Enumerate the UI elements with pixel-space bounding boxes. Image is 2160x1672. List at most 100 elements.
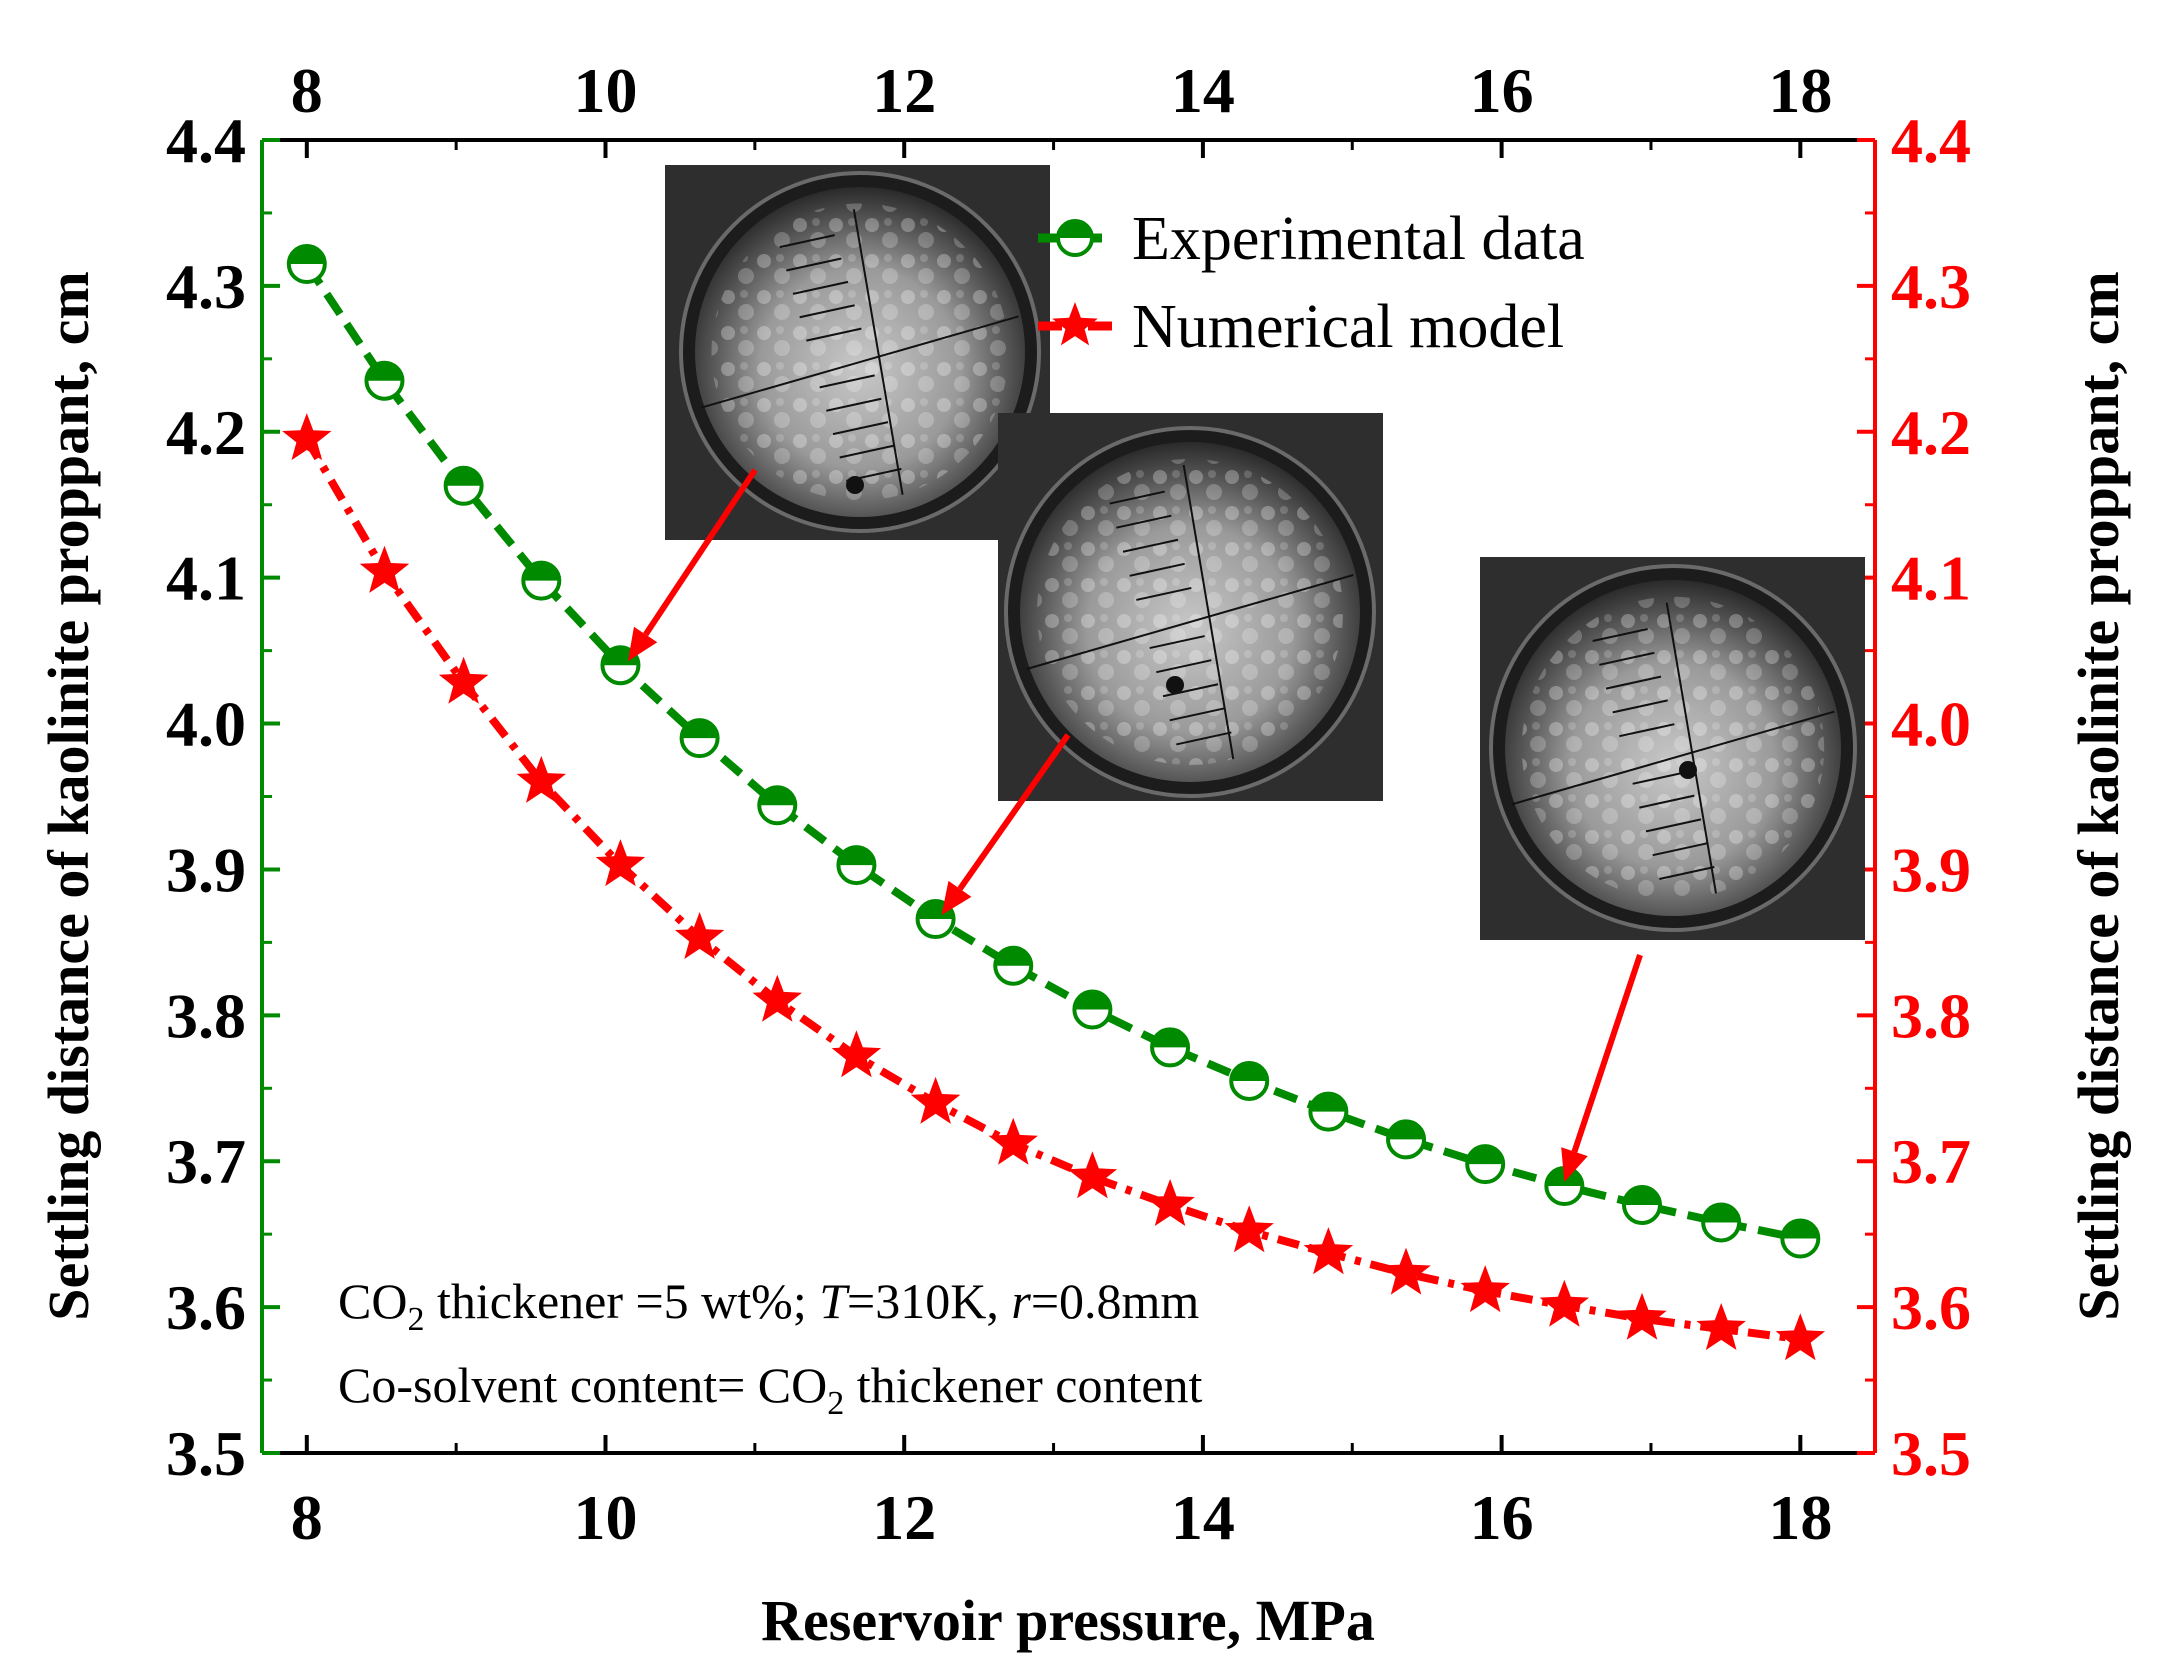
series-numerical (282, 413, 1826, 1361)
y-tick-label-right: 4.1 (1891, 543, 1971, 614)
y-tick-label-left: 3.6 (166, 1272, 246, 1343)
x-tick-label-bottom: 16 (1470, 1482, 1534, 1553)
reticle-scale-tick (1632, 770, 1688, 785)
y-tick-label-right: 3.5 (1891, 1418, 1971, 1489)
reticle-scale-tick (819, 374, 875, 389)
experimental-point (1465, 1144, 1506, 1185)
reticle-scale-tick (1659, 866, 1715, 880)
experimental-point (286, 244, 327, 285)
x-axis-title: Reservoir pressure, MPa (761, 1588, 1375, 1653)
inset-arrow-head (627, 626, 658, 662)
marker-fill-top-half (523, 562, 560, 581)
reticle-scale-tick (826, 397, 882, 412)
particle-dot (1679, 761, 1697, 779)
x-tick-label-bottom: 8 (291, 1482, 323, 1553)
numerical-point (910, 1076, 961, 1124)
inset-arrow-shaft (643, 468, 758, 637)
reticle-horizontal (1511, 710, 1835, 806)
reticle-scale-tick (779, 234, 835, 249)
condition-annotation: CO2 thickener =5 wt%; T=310K, r=0.8mm Co… (338, 1273, 1203, 1422)
experimental-point (443, 465, 484, 506)
x-tick-label-top: 10 (574, 55, 638, 126)
y-tick-label-right: 3.7 (1891, 1126, 1971, 1197)
lens-speckle (1521, 596, 1825, 900)
legend-numerical-label: Numerical model (1132, 293, 1564, 361)
marker-fill-top-half (1310, 1093, 1347, 1112)
y-tick-label-left: 3.9 (166, 834, 246, 905)
reticle-scale-tick (839, 444, 895, 459)
numerical-point (752, 974, 802, 1022)
series-group (282, 244, 1826, 1361)
experimental-point (679, 718, 720, 759)
y-axis-title-right: Settling distance of kaolinite proppant,… (2066, 271, 2131, 1320)
legend-experimental-marker (1056, 219, 1094, 257)
reticle-scale-tick (1176, 731, 1232, 746)
legend-experimental-label: Experimental data (1132, 205, 1585, 273)
numerical-point (1303, 1227, 1354, 1275)
experimental-point (757, 785, 798, 826)
particle-dot (1166, 676, 1184, 694)
reticle-scale-tick (1645, 818, 1702, 833)
lens-speckle (711, 203, 1009, 501)
x-tick-label-top: 18 (1768, 55, 1832, 126)
reticle-horizontal (1026, 574, 1354, 670)
reticle-vertical (1665, 602, 1717, 894)
insets-group (627, 165, 1865, 1183)
x-tick-label-bottom: 10 (574, 1482, 638, 1553)
marker-fill-top-half (288, 246, 325, 265)
numerical-point (1775, 1313, 1826, 1361)
reticle-scale-tick (1612, 699, 1668, 714)
inset-arrow-shaft (1571, 954, 1643, 1153)
reticle-scale-tick (1122, 538, 1179, 553)
reticle-horizontal (701, 315, 1019, 409)
annotation-line-2: Co-solvent content= CO2 thickener conten… (338, 1357, 1203, 1422)
inset-image-1 (627, 165, 1050, 662)
reticle-scale-tick (1619, 723, 1675, 738)
reticle-scale-tick (1169, 707, 1225, 722)
reticle-scale-tick (1149, 635, 1205, 650)
numerical-point (516, 755, 566, 803)
legend-experimental-point (1056, 219, 1094, 257)
y-tick-label-left: 3.8 (166, 980, 246, 1051)
y-tick-label-left: 4.2 (166, 397, 246, 468)
marker-fill-top-half (1388, 1121, 1425, 1140)
marker-fill-top-half (366, 362, 403, 381)
marker-fill-top-half (1467, 1146, 1504, 1165)
reticle-scale-tick (1156, 659, 1212, 674)
experimental-point (1308, 1091, 1349, 1132)
x-tick-label-bottom: 12 (872, 1482, 936, 1553)
y-tick-label-right: 3.6 (1891, 1272, 1971, 1343)
marker-fill-top-half (1782, 1220, 1819, 1239)
y-tick-label-right: 3.9 (1891, 834, 1971, 905)
numerical-point (1539, 1279, 1590, 1327)
inset-arrow-shaft (957, 733, 1071, 891)
x-tick-label-top: 14 (1171, 55, 1235, 126)
marker-fill-top-half (1231, 1062, 1268, 1081)
y-tick-label-right: 3.8 (1891, 980, 1971, 1051)
marker-fill-top-half (681, 720, 718, 739)
numerical-point (1381, 1247, 1431, 1295)
y-tick-label-right: 4.3 (1891, 251, 1971, 322)
x-tick-label-bottom: 14 (1171, 1482, 1235, 1553)
reticle-scale-tick (1592, 628, 1648, 642)
reticle-scale-tick (1129, 562, 1185, 577)
reticle-scale-tick (1639, 794, 1695, 809)
y-axis-title-left: Settling distance of kaolinite proppant,… (36, 271, 101, 1320)
lens-speckle (1037, 459, 1343, 765)
numerical-point (359, 545, 410, 593)
marker-fill-top-half (995, 947, 1032, 966)
reticle-scale-tick (786, 257, 842, 272)
y-tick-label-right: 4.2 (1891, 397, 1971, 468)
marker-fill-top-half (1074, 991, 1111, 1010)
reticle-scale-tick (1652, 842, 1708, 857)
numerical-point (595, 839, 646, 887)
inset-image-3 (1480, 557, 1865, 1183)
experimental-point (364, 360, 405, 401)
y-tick-label-left: 4.4 (166, 105, 246, 176)
reticle-scale-tick (1605, 675, 1662, 690)
x-tick-label-top: 16 (1470, 55, 1534, 126)
reticle-scale-tick (1162, 683, 1219, 698)
reticle-scale-tick (832, 421, 889, 436)
